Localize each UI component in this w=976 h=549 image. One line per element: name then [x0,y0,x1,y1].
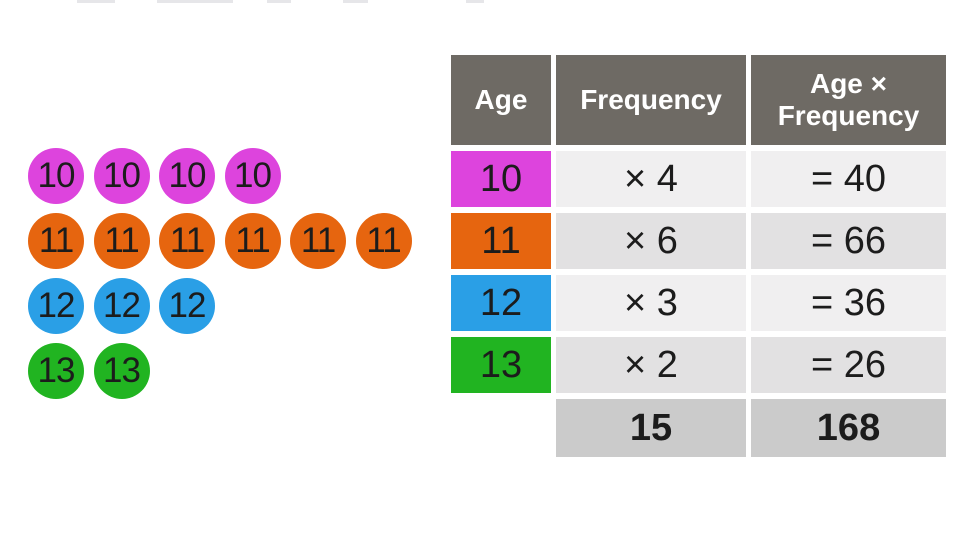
cropped-text-remnant [343,0,368,3]
age-counter-dot: 13 [28,343,84,399]
frequency-cell-10: × 4 [556,151,746,207]
age-counter-dot: 11 [93,213,150,269]
cropped-text-remnant [77,0,115,3]
frequency-cell-11: × 6 [556,213,746,269]
age-counter-dot: 12 [159,278,215,334]
age-counter-dot: 10 [159,148,215,204]
product-cell-10: = 40 [751,151,946,207]
dot-row: 10 10 10 10 [28,148,281,204]
table-header-age: Age [451,55,551,145]
frequency-table: Age Frequency Age × Frequency 10 × 4 = 4… [451,55,946,457]
age-counter-dot: 10 [93,148,150,204]
age-counter-dot: 11 [28,213,84,269]
age-cell-13: 13 [451,337,551,393]
cropped-text-remnant [466,0,484,3]
age-cell-10: 10 [451,151,551,207]
product-cell-12: = 36 [751,275,946,331]
age-counter-dot: 11 [355,213,412,269]
dot-row: 13 13 [28,343,150,399]
age-counter-dot: 11 [290,213,346,269]
age-counter-dot: 11 [224,213,281,269]
dot-row: 12 12 12 [28,278,215,334]
product-cell-13: = 26 [751,337,946,393]
table-header-age-times-frequency: Age × Frequency [751,55,946,145]
age-counter-dot: 10 [28,148,84,204]
age-counter-dot: 10 [224,148,281,204]
table-header-frequency: Frequency [556,55,746,145]
age-counter-dot: 12 [93,278,150,334]
dot-row: 11 11 11 11 11 11 [28,213,412,269]
age-cell-12: 12 [451,275,551,331]
cropped-text-remnant [267,0,291,3]
product-cell-11: = 66 [751,213,946,269]
total-age-times-frequency: 168 [751,399,946,457]
age-counter-dot: 12 [28,278,84,334]
frequency-cell-12: × 3 [556,275,746,331]
frequency-cell-13: × 2 [556,337,746,393]
age-cell-11: 11 [451,213,551,269]
cropped-text-remnant [157,0,233,3]
totals-spacer [451,399,551,457]
age-counter-dot: 13 [93,343,150,399]
total-frequency: 15 [556,399,746,457]
age-counter-dot: 11 [159,213,215,269]
